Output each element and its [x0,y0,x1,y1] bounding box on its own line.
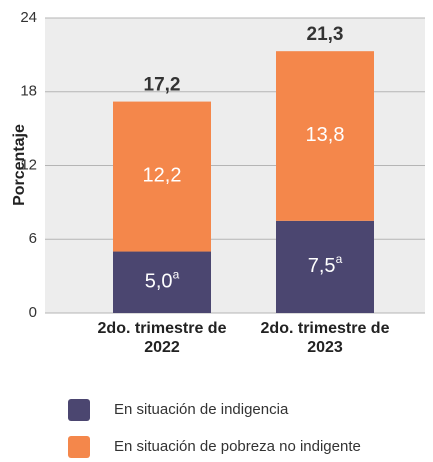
y-tick-label: 18 [20,83,37,100]
value-label: 12,2 [143,165,182,187]
x-tick-label: 2do. trimestre de 2022 [97,320,227,356]
total-label: 17,2 [144,75,181,96]
bar-segment [113,251,211,313]
x-tick-label: 2do. trimestre de 2023 [260,320,390,356]
y-axis-label: Porcentaje [11,124,28,206]
value-label-text: 12,2 [143,165,182,187]
value-label-note: a [173,267,180,281]
value-label: 13,8 [306,124,345,146]
bar-segment [276,220,374,313]
value-label-note: a [336,252,343,266]
legend-label: En situación de indigencia [114,401,289,418]
y-tick-label: 6 [29,230,37,247]
legend-swatch [68,399,90,421]
legend-label: En situación de pobreza no indigente [114,438,361,455]
value-label-text: 5,0 [145,271,173,293]
y-tick-label: 0 [29,304,37,321]
value-label-text: 13,8 [306,124,345,146]
bar-segment [113,101,211,252]
value-label-text: 7,5 [308,255,336,277]
bar-segment [276,51,374,221]
value-label: 5,0a [145,267,180,292]
y-tick-label: 12 [20,156,37,173]
value-label: 7,5a [308,252,343,277]
y-tick-label: 24 [20,9,37,26]
legend-swatch [68,436,90,458]
total-label: 21,3 [307,24,344,45]
